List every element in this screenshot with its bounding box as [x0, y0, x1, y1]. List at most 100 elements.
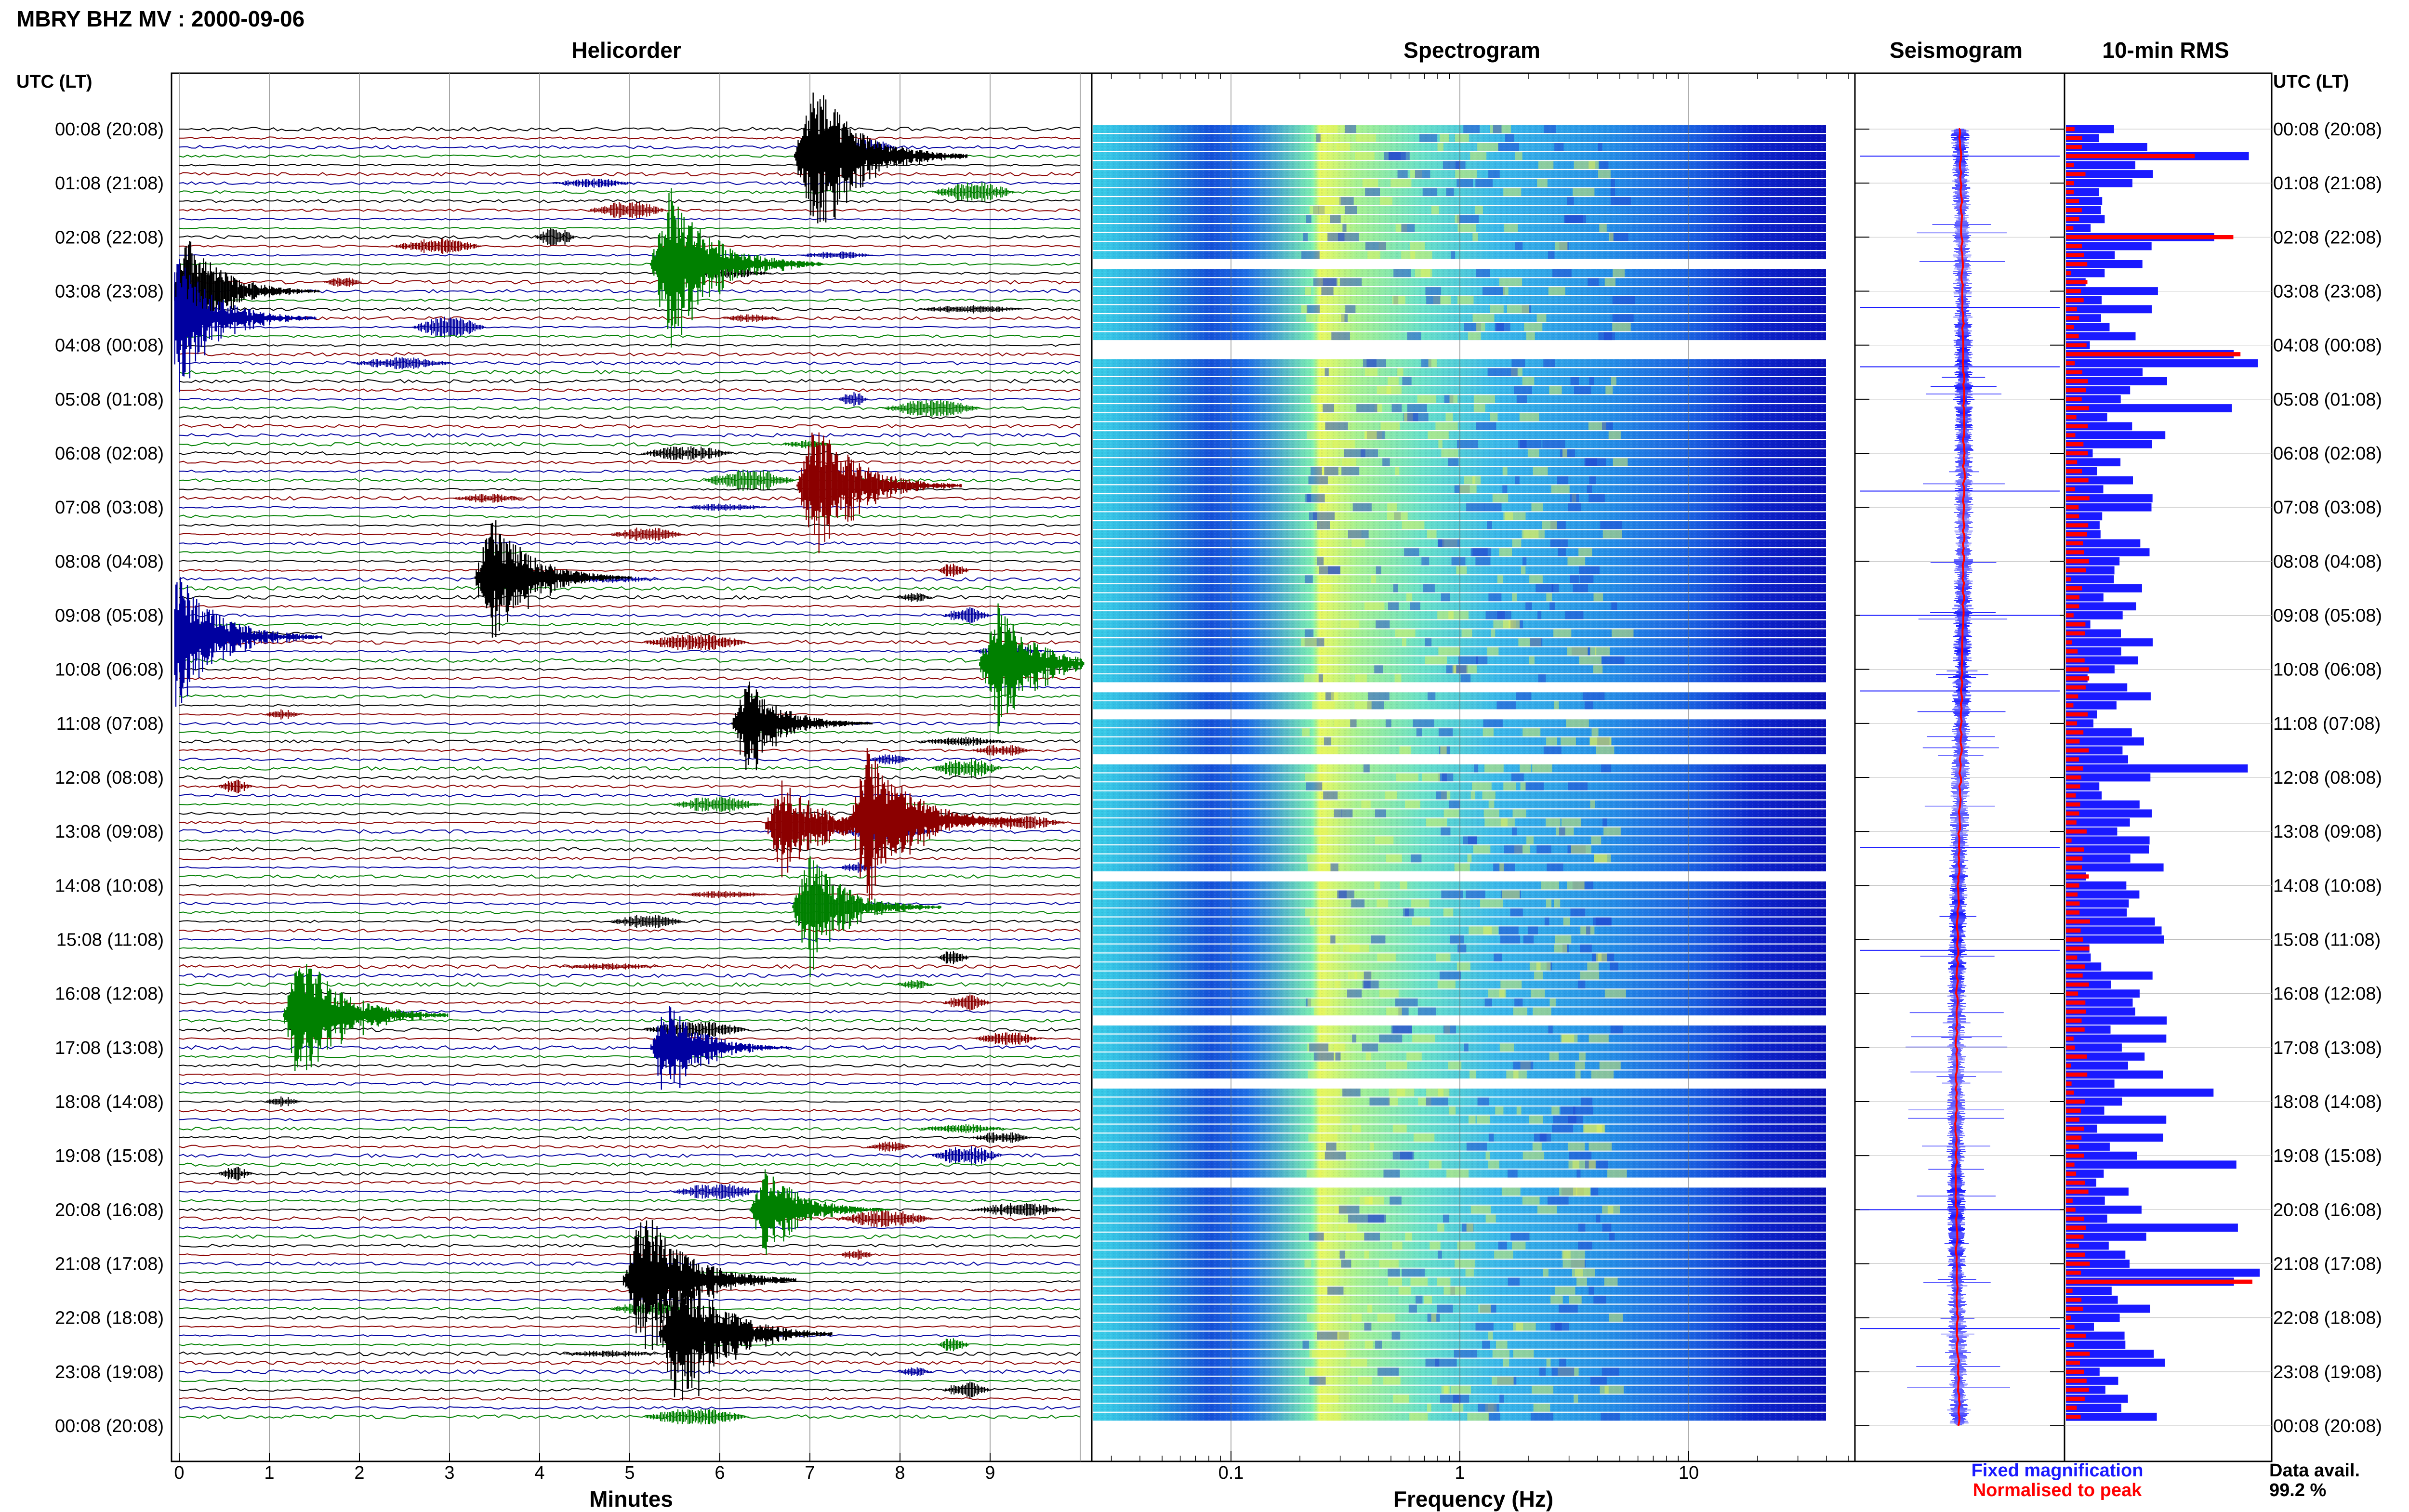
helicorder-trace-row: [179, 334, 1081, 338]
rms-bar-normalised: [2066, 1135, 2082, 1140]
left-time-label: 23:08 (19:08): [55, 1362, 164, 1382]
rms-bar-normalised: [2066, 955, 2078, 960]
helicorder-trace-row: [179, 524, 1081, 527]
spectrogram-speckle: [1400, 881, 1407, 890]
helicorder-tremor: [896, 1367, 932, 1376]
spectrogram-noise: [1093, 1304, 1826, 1313]
spectrogram-speckle: [1371, 935, 1386, 944]
rms-bar-normalised: [2066, 487, 2075, 492]
spectrogram-speckle: [1325, 584, 1332, 592]
rms-bar-normalised: [2066, 721, 2077, 726]
spectrogram-speckle: [1405, 800, 1420, 809]
spectrogram-speckle: [1398, 1287, 1411, 1295]
spectrogram-speckle: [1507, 305, 1530, 313]
spectrogram-speckle: [1503, 287, 1509, 295]
rms-bar-fixed: [2066, 611, 2123, 619]
spectrogram-noise: [1093, 773, 1826, 782]
rms-bar-normalised: [2066, 946, 2090, 951]
rms-bar-normalised: [2066, 847, 2084, 852]
spectrogram-speckle: [1440, 746, 1447, 754]
spectrogram-speckle: [1522, 728, 1541, 736]
spectrogram-speckle: [1492, 1377, 1514, 1385]
helicorder-trace-row: [179, 433, 1081, 438]
spectrogram-noise: [1093, 809, 1826, 817]
rms-bar-normalised: [2066, 550, 2084, 554]
spectrogram-noise: [1093, 269, 1826, 277]
spectrogram-speckle: [1364, 1233, 1380, 1241]
spectrogram-speckle: [1309, 1043, 1329, 1052]
spectrogram-speckle: [1497, 575, 1503, 583]
spectrogram-speckle: [1553, 629, 1572, 637]
spectrogram-noise: [1093, 638, 1826, 646]
rms-bar-normalised: [2066, 856, 2083, 861]
spectrogram-noise: [1093, 593, 1826, 602]
spectrogram-speckle: [1420, 269, 1432, 277]
helicorder-trace-row: [179, 911, 1081, 914]
helicorder-trace-row: [179, 496, 1081, 501]
spectrogram-speckle: [1552, 1124, 1574, 1133]
rms-bar-normalised: [2066, 631, 2085, 636]
spectrogram-speckle: [1488, 989, 1505, 998]
spectrogram-speckle: [1590, 1187, 1599, 1196]
rms-bar-fixed: [2066, 737, 2144, 746]
spectrogram-speckle: [1491, 629, 1496, 637]
spectrogram-speckle: [1455, 134, 1469, 142]
spectrogram-speckle: [1488, 1412, 1500, 1421]
spectrogram-speckle: [1376, 566, 1381, 575]
spectrogram-speckle: [1452, 665, 1457, 673]
rms-bar-fixed: [2066, 143, 2147, 151]
spectrogram-speckle: [1406, 1052, 1422, 1061]
spectrogram-speckle: [1494, 1250, 1513, 1259]
helicorder-tremor: [641, 446, 732, 460]
helicorder-trace-row: [179, 657, 1081, 663]
spectrogram-speckle: [1476, 422, 1496, 430]
spectrogram-noise: [1093, 746, 1826, 754]
spectrogram-speckle: [1588, 278, 1599, 286]
spectrogram-speckle: [1558, 548, 1566, 556]
helicorder-tremor: [971, 1203, 1068, 1217]
rms-bar-normalised: [2066, 1360, 2080, 1365]
right-time-label: 01:08 (21:08): [2273, 173, 2382, 194]
spectrogram-speckle: [1578, 1241, 1592, 1250]
helicorder-tremor: [896, 980, 932, 989]
helicorder-trace-row: [179, 1153, 1081, 1158]
spectrogram-speckle: [1463, 836, 1477, 844]
helicorder-trace-row: [179, 856, 1081, 861]
rms-bar-normalised: [2066, 1415, 2081, 1419]
rms-bar-fixed: [2066, 647, 2121, 656]
helicorder-trace-row: [179, 973, 1081, 978]
left-time-label: 09:08 (05:08): [55, 606, 164, 626]
rms-bar-normalised: [2066, 460, 2078, 464]
rms-bar-normalised: [2066, 1144, 2079, 1149]
rms-bar-fixed: [2066, 809, 2152, 818]
spectrogram-speckle: [1555, 1287, 1575, 1295]
helicorder-trace-row: [179, 326, 1081, 329]
spectrogram-speckle: [1519, 413, 1539, 421]
spectrogram-speckle: [1348, 971, 1358, 980]
spectrogram-speckle: [1441, 593, 1450, 602]
spectrogram-speckle: [1463, 125, 1480, 133]
spectrogram-speckle: [1532, 1143, 1542, 1151]
rms-bar-fixed: [2066, 1412, 2157, 1421]
spectrogram-speckle: [1523, 530, 1545, 539]
spectrogram-speckle: [1583, 692, 1605, 700]
spectrogram-speckle: [1367, 251, 1380, 259]
spectrogram-speckle: [1573, 1187, 1591, 1196]
helicorder-trace-row: [179, 361, 1081, 366]
spectrogram-noise: [1093, 692, 1826, 700]
spectrogram-speckle: [1331, 1295, 1340, 1304]
spectrogram-speckle: [1607, 1170, 1627, 1178]
spectrogram-speckle: [1355, 674, 1367, 683]
spectrogram-speckle: [1382, 458, 1390, 466]
helicorder-trace-row: [179, 1298, 1081, 1302]
rms-bar-normalised: [2066, 397, 2082, 402]
spectrogram-speckle: [1588, 1034, 1609, 1043]
rms-bar-normalised: [2066, 739, 2080, 744]
rms-bar-normalised: [2066, 1181, 2085, 1185]
helicorder-tremor: [676, 891, 771, 898]
rms-bar-normalised: [2066, 991, 2078, 996]
spectrogram-speckle: [1309, 1377, 1326, 1385]
helicorder-trace-row: [179, 451, 1081, 456]
rms-bar-fixed: [2066, 845, 2149, 854]
spectrogram-speckle: [1393, 1394, 1409, 1403]
